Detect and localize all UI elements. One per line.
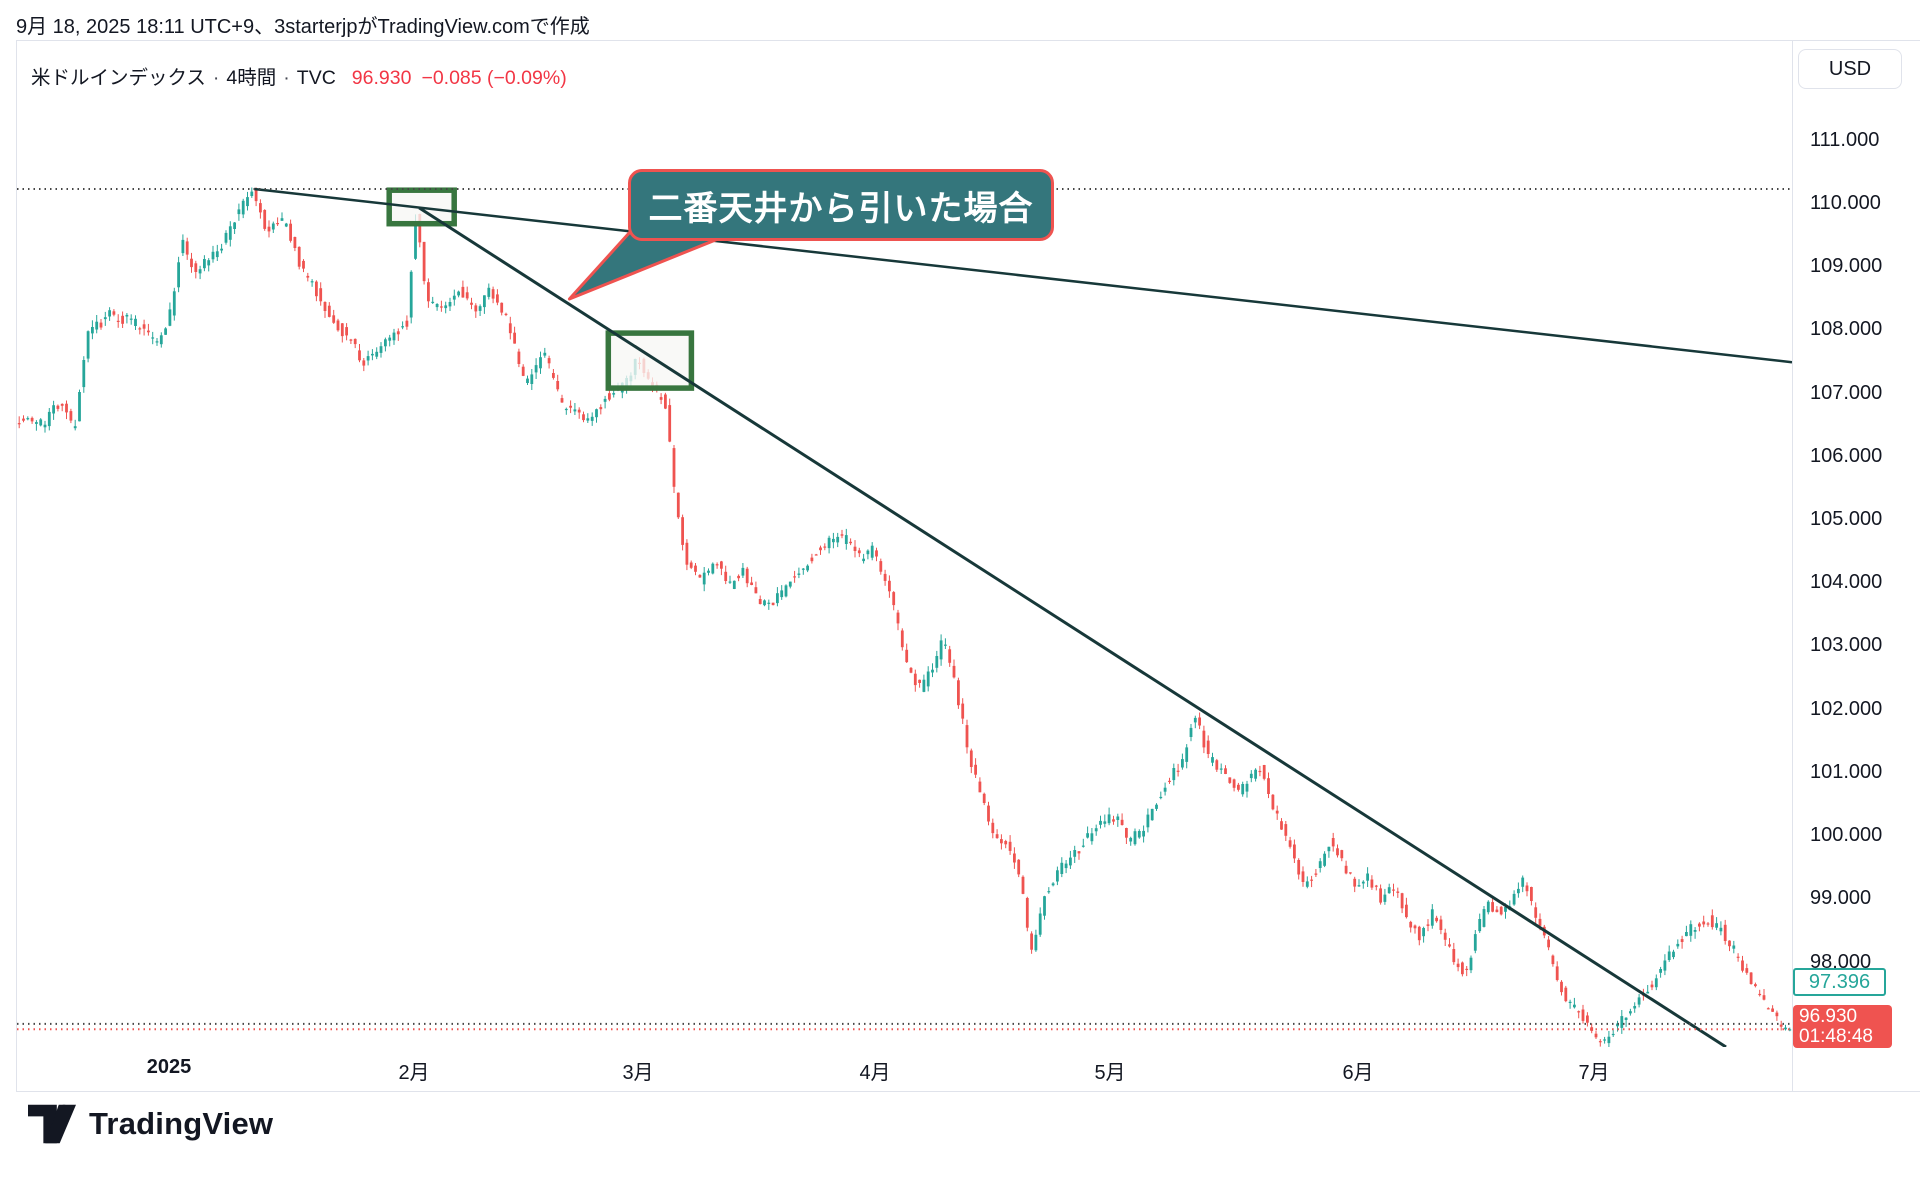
tradingview-logo-icon <box>28 1104 76 1144</box>
price-tick: 99.000 <box>1810 887 1872 909</box>
time-label: 4月 <box>859 1062 891 1084</box>
price-tick: 105.000 <box>1810 508 1883 530</box>
price-tick: 98.000 <box>1810 951 1872 973</box>
trendline-from-first-top <box>253 187 1792 364</box>
legend-change: −0.085 (−0.09%) <box>421 67 567 89</box>
trendline-from-second-top <box>418 206 1727 1047</box>
price-tick: 108.000 <box>1810 318 1883 340</box>
third-top-box <box>605 330 695 391</box>
price-tick: 110.000 <box>1810 192 1881 214</box>
bar-countdown: 01:48:48 <box>1799 1025 1873 1047</box>
axis-corner-separator <box>1792 1047 1793 1092</box>
price-tick: 103.000 <box>1810 634 1883 656</box>
tradingview-branding[interactable]: TradingView <box>28 1103 273 1145</box>
time-label: 7月 <box>1578 1062 1610 1084</box>
time-label: 2025 <box>146 1056 192 1078</box>
callout-tail <box>567 231 720 301</box>
legend-separator: · <box>283 67 290 89</box>
candlestick-series <box>17 187 1792 1047</box>
price-axis[interactable]: USD 97.396 96.930 01:48:48 111.000 110.00… <box>1792 41 1920 1048</box>
time-label: 2月 <box>398 1062 430 1084</box>
chart-panel: 二番天井から引いた場合 米ドルインデックス · 4時間 · TVC 96.930 −0.08… <box>16 40 1920 1092</box>
time-label: 6月 <box>1342 1062 1374 1084</box>
legend-symbol[interactable]: 米ドルインデックス <box>31 67 206 89</box>
price-tick: 102.000 <box>1810 698 1883 720</box>
snapshot-attribution: 9月 18, 2025 18:11 UTC+9、3starterjpがTradi… <box>16 16 590 38</box>
callout-note-second-top[interactable]: 二番天井から引いた場合 <box>628 169 1054 241</box>
price-tick: 109.000 <box>1810 255 1883 277</box>
price-tick: 106.000 <box>1810 445 1883 467</box>
price-tick: 101.000 <box>1810 761 1883 783</box>
price-tick: 111.000 <box>1810 129 1880 151</box>
legend-interval[interactable]: 4時間 <box>226 67 277 89</box>
time-label: 5月 <box>1094 1062 1126 1084</box>
chart-canvas[interactable]: 二番天井から引いた場合 米ドルインデックス · 4時間 · TVC 96.930 −0.08… <box>17 41 1792 1047</box>
currency-usd-button[interactable]: USD <box>1798 49 1902 89</box>
price-tick: 104.000 <box>1810 571 1883 593</box>
last-price-value: 96.930 <box>1799 1005 1858 1027</box>
legend-last-price: 96.930 <box>351 67 412 89</box>
price-tick: 100.000 <box>1810 824 1883 846</box>
legend-exchange: TVC <box>296 67 336 89</box>
time-axis[interactable]: 2025 2月 3月 4月 5月 6月 7月 <box>17 1047 1920 1092</box>
price-label-teal: 97.396 <box>1793 968 1886 996</box>
last-price-countdown-label: 96.930 01:48:48 <box>1793 1005 1892 1048</box>
callout-text: 二番天井から引いた場合 <box>648 189 1034 228</box>
price-tick: 107.000 <box>1810 382 1883 404</box>
legend-separator: · <box>212 67 220 89</box>
tradingview-logo-text: TradingView <box>89 1106 274 1141</box>
time-label: 3月 <box>622 1062 654 1084</box>
chart-drawings-layer[interactable] <box>17 41 1792 1047</box>
chart-legend: 米ドルインデックス · 4時間 · TVC 96.930 −0.085 (−0.09%) <box>31 61 567 90</box>
